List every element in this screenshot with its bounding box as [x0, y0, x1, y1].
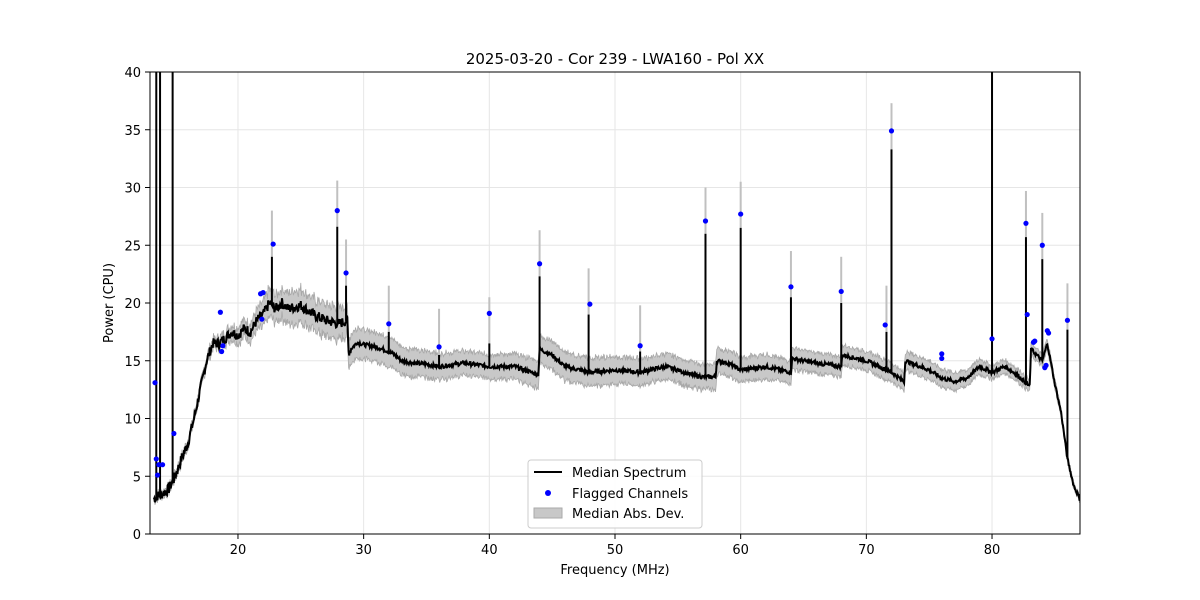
flagged-channel-point	[939, 351, 945, 357]
flagged-channel-point	[156, 462, 162, 468]
y-tick-label: 0	[133, 528, 141, 543]
flagged-channel-point	[939, 355, 945, 362]
flagged-channel-point	[1064, 317, 1071, 323]
legend-flagged-channels: Flagged Channels	[572, 487, 688, 502]
y-axis-ticks: 0 5 10 15 20 25 30 35 40	[124, 66, 150, 543]
legend-mad-swatch	[533, 507, 563, 519]
flagged-channel-point	[1045, 330, 1052, 336]
flagged-channel-point	[152, 380, 158, 386]
y-tick-label: 25	[124, 239, 141, 254]
legend-flagged-swatch	[545, 490, 551, 496]
flagged-channel-point	[882, 322, 888, 328]
flagged-channel-point	[219, 348, 225, 355]
mad-band	[153, 282, 1080, 505]
flagged-channel-point	[838, 288, 844, 295]
x-tick-label: 30	[355, 543, 372, 558]
flagged-channel-point	[217, 309, 223, 315]
x-tick-label: 50	[607, 543, 624, 558]
flagged-channel-point	[1039, 242, 1045, 248]
flagged-channel-point	[171, 430, 177, 437]
y-tick-label: 20	[124, 297, 141, 312]
flagged-channel-point	[259, 316, 265, 322]
flagged-channel-point	[738, 211, 744, 217]
y-axis-label: Power (CPU)	[102, 263, 117, 343]
flagged-channel-point	[637, 343, 643, 349]
plot-area	[152, 72, 1080, 505]
legend-median-spectrum: Median Spectrum	[572, 466, 686, 481]
y-tick-label: 15	[124, 355, 141, 370]
flagged-channel-point	[436, 344, 442, 350]
flagged-channel-point	[989, 336, 995, 342]
flagged-channel-point	[154, 472, 161, 478]
median-spectrum-line	[152, 298, 1080, 503]
flagged-channel-point	[343, 270, 349, 276]
flagged-channel-point	[587, 301, 593, 307]
legend-median-abs-dev: Median Abs. Dev.	[572, 507, 684, 522]
flagged-channel-point	[702, 218, 709, 224]
flagged-channel-point	[220, 343, 226, 349]
y-tick-label: 5	[133, 470, 141, 485]
y-tick-label: 35	[124, 124, 141, 139]
x-axis-ticks: 20 30 40 50 60 70 80	[230, 534, 1001, 558]
legend: Median Spectrum Flagged Channels Median …	[527, 459, 703, 529]
flagged-channel-point	[260, 290, 266, 296]
y-tick-label: 30	[124, 182, 141, 197]
flagged-channel-point	[153, 456, 159, 462]
x-tick-label: 80	[984, 543, 1001, 558]
x-tick-label: 20	[230, 543, 247, 558]
flagged-channel-point	[1024, 311, 1030, 318]
y-tick-label: 40	[124, 66, 141, 81]
x-tick-label: 40	[481, 543, 498, 558]
flagged-channel-point	[486, 310, 492, 316]
chart-title: 2025-03-20 - Cor 239 - LWA160 - Pol XX	[466, 50, 764, 68]
flagged-channel-point	[1043, 362, 1049, 368]
flagged-channel-point	[1023, 220, 1029, 226]
y-tick-label: 10	[124, 413, 141, 428]
x-tick-label: 60	[732, 543, 749, 558]
x-axis-label: Frequency (MHz)	[560, 563, 669, 578]
flagged-channel-point	[1032, 338, 1038, 344]
x-tick-label: 70	[858, 543, 875, 558]
flagged-channel-point	[788, 284, 794, 290]
legend-box	[527, 459, 703, 529]
flagged-channel-point	[334, 208, 340, 214]
flagged-channel-point	[536, 261, 543, 267]
flagged-channel-point	[386, 321, 392, 327]
flagged-channel-point	[270, 241, 276, 247]
flagged-channel-point	[888, 128, 895, 134]
flagged-channel-point	[159, 462, 166, 468]
